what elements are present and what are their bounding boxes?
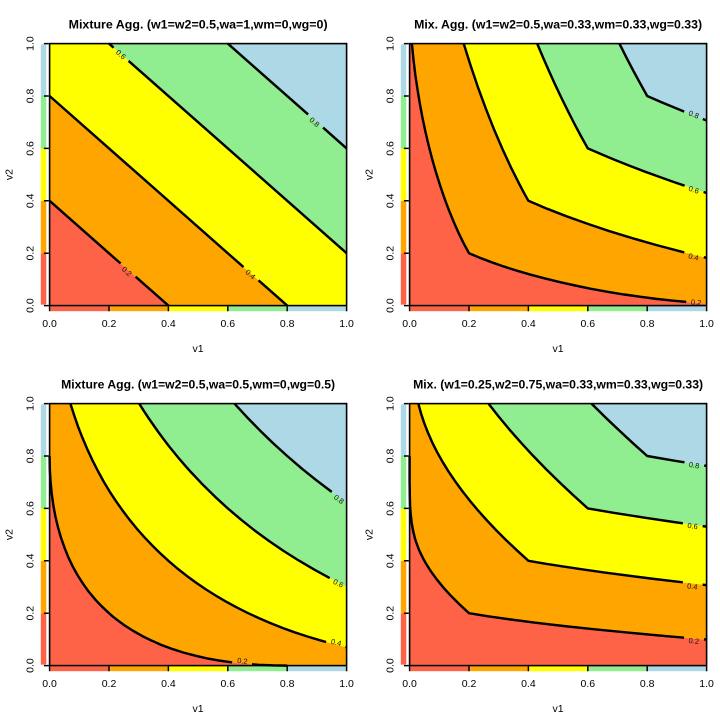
svg-text:0.4: 0.4 xyxy=(687,251,699,262)
svg-text:0.6: 0.6 xyxy=(385,141,397,156)
svg-text:1.0: 1.0 xyxy=(339,318,354,330)
svg-text:0.6: 0.6 xyxy=(687,521,699,531)
svg-text:0.4: 0.4 xyxy=(385,193,397,208)
svg-text:0.2: 0.2 xyxy=(25,246,37,261)
svg-text:v2: v2 xyxy=(4,529,16,540)
svg-text:0.0: 0.0 xyxy=(42,318,57,330)
svg-text:0.8: 0.8 xyxy=(640,678,655,690)
svg-text:0.6: 0.6 xyxy=(580,318,595,330)
svg-text:v1: v1 xyxy=(553,703,564,715)
svg-text:1.0: 1.0 xyxy=(385,36,397,51)
svg-text:0.0: 0.0 xyxy=(402,678,417,690)
svg-text:0.8: 0.8 xyxy=(25,449,37,464)
svg-text:0.0: 0.0 xyxy=(25,658,37,673)
svg-text:1.0: 1.0 xyxy=(385,396,397,411)
svg-text:0.6: 0.6 xyxy=(332,577,345,590)
svg-text:0.0: 0.0 xyxy=(402,318,417,330)
svg-text:0.2: 0.2 xyxy=(237,656,248,666)
svg-text:v1: v1 xyxy=(193,703,204,715)
svg-text:Mix. (w1=0.25,w2=0.75,wa=0.33,: Mix. (w1=0.25,w2=0.75,wa=0.33,wm=0.33,wg… xyxy=(413,378,703,392)
svg-text:0.8: 0.8 xyxy=(280,318,295,330)
svg-text:0.6: 0.6 xyxy=(580,678,595,690)
svg-text:0.6: 0.6 xyxy=(220,678,235,690)
svg-text:0.8: 0.8 xyxy=(385,449,397,464)
svg-text:1.0: 1.0 xyxy=(339,678,354,690)
svg-text:0.4: 0.4 xyxy=(521,318,536,330)
svg-text:0.0: 0.0 xyxy=(385,298,397,313)
svg-text:0.6: 0.6 xyxy=(687,184,700,196)
svg-text:0.8: 0.8 xyxy=(385,89,397,104)
svg-text:0.8: 0.8 xyxy=(687,109,700,121)
svg-text:0.8: 0.8 xyxy=(640,318,655,330)
svg-text:0.0: 0.0 xyxy=(385,658,397,673)
svg-text:1.0: 1.0 xyxy=(699,678,714,690)
svg-text:v2: v2 xyxy=(4,169,16,180)
svg-text:0.0: 0.0 xyxy=(42,678,57,690)
svg-text:0.2: 0.2 xyxy=(385,246,397,261)
svg-text:0.2: 0.2 xyxy=(688,636,699,646)
svg-text:0.8: 0.8 xyxy=(280,678,295,690)
svg-text:1.0: 1.0 xyxy=(25,36,37,51)
svg-text:0.8: 0.8 xyxy=(688,460,700,471)
svg-text:Mixture Agg. (w1=w2=0.5,wa=0.5: Mixture Agg. (w1=w2=0.5,wa=0.5,wm=0,wg=0… xyxy=(61,378,335,392)
svg-text:1.0: 1.0 xyxy=(699,318,714,330)
svg-text:v2: v2 xyxy=(364,529,376,540)
svg-text:0.4: 0.4 xyxy=(687,581,698,591)
svg-text:0.4: 0.4 xyxy=(161,678,176,690)
svg-text:0.4: 0.4 xyxy=(330,637,342,648)
svg-text:0.2: 0.2 xyxy=(25,606,37,621)
svg-text:0.2: 0.2 xyxy=(691,298,702,308)
svg-text:0.2: 0.2 xyxy=(462,318,477,330)
svg-text:0.6: 0.6 xyxy=(220,318,235,330)
svg-text:0.4: 0.4 xyxy=(521,678,536,690)
svg-text:0.8: 0.8 xyxy=(25,89,37,104)
svg-text:0.4: 0.4 xyxy=(385,553,397,568)
svg-text:0.4: 0.4 xyxy=(161,318,176,330)
svg-text:0.6: 0.6 xyxy=(25,501,37,516)
svg-text:0.6: 0.6 xyxy=(25,141,37,156)
svg-text:v2: v2 xyxy=(364,169,376,180)
svg-text:0.4: 0.4 xyxy=(25,553,37,568)
svg-text:v1: v1 xyxy=(553,343,564,355)
svg-text:1.0: 1.0 xyxy=(25,396,37,411)
svg-text:0.4: 0.4 xyxy=(25,193,37,208)
svg-text:Mix. Agg. (w1=w2=0.5,wa=0.33,w: Mix. Agg. (w1=w2=0.5,wa=0.33,wm=0.33,wg=… xyxy=(414,18,702,32)
svg-text:0.2: 0.2 xyxy=(462,678,477,690)
svg-text:0.2: 0.2 xyxy=(102,318,117,330)
svg-text:0.0: 0.0 xyxy=(25,298,37,313)
svg-text:0.2: 0.2 xyxy=(102,678,117,690)
svg-text:v1: v1 xyxy=(193,343,204,355)
svg-text:0.2: 0.2 xyxy=(385,606,397,621)
svg-text:0.6: 0.6 xyxy=(385,501,397,516)
svg-text:Mixture Agg. (w1=w2=0.5,wa=1,w: Mixture Agg. (w1=w2=0.5,wa=1,wm=0,wg=0) xyxy=(69,18,328,32)
